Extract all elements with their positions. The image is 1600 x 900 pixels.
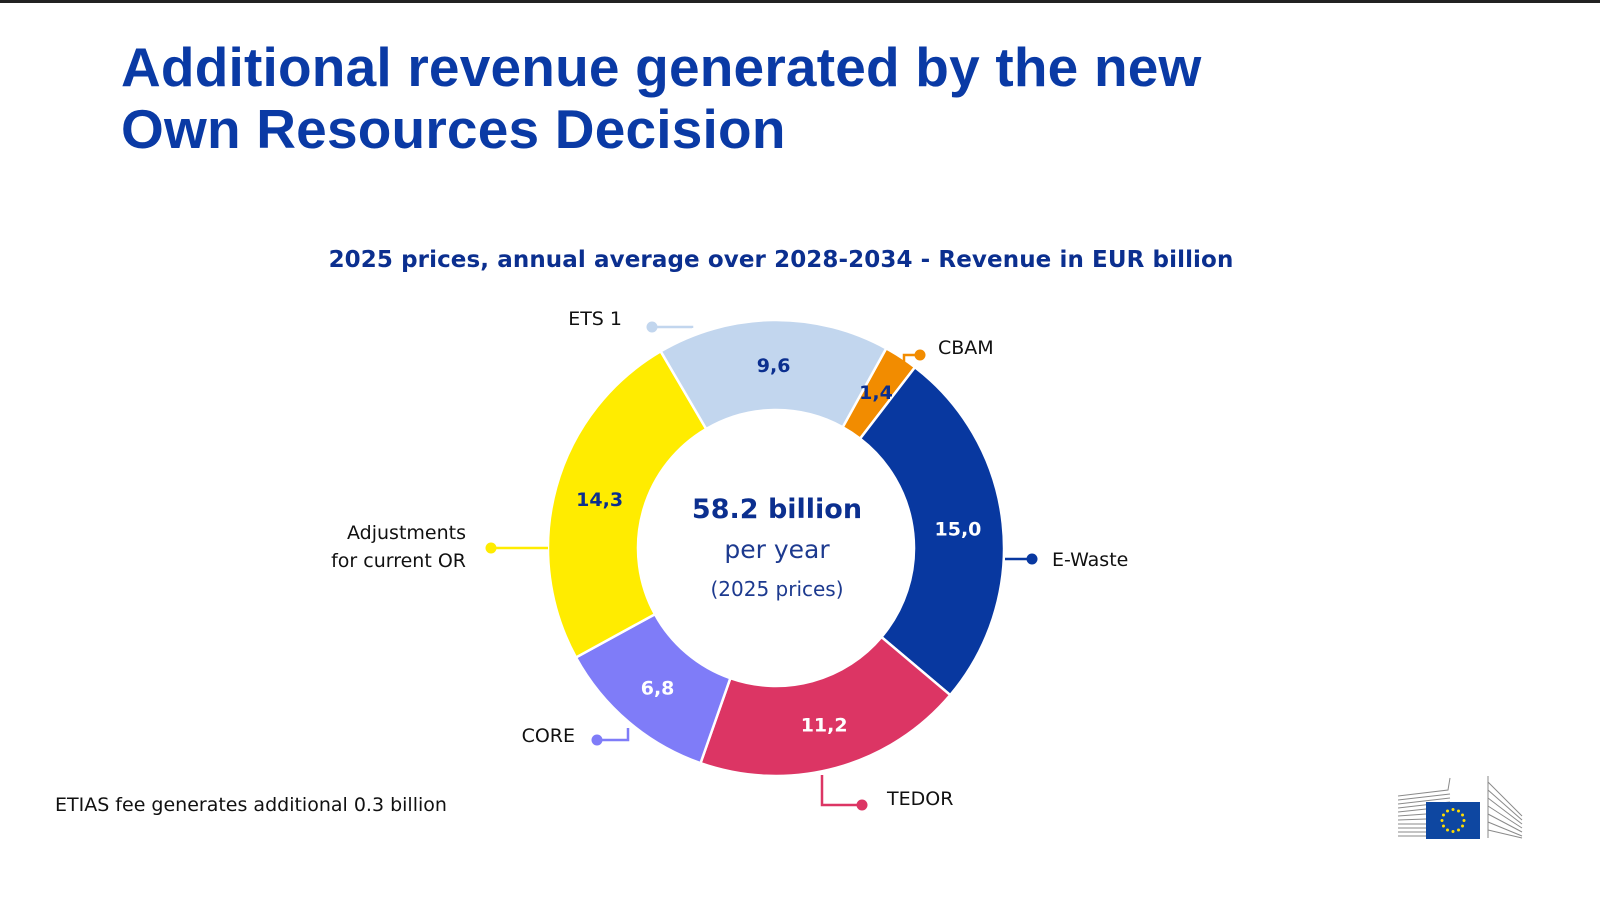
center-total: 58.2 billion xyxy=(692,494,862,525)
eu-star xyxy=(1457,809,1460,813)
leader-line-ets-1 xyxy=(652,325,694,329)
slice-ets-1 xyxy=(658,318,888,431)
eu-star xyxy=(1462,819,1466,822)
leader-dot-cbam xyxy=(914,349,926,361)
slice-e-waste xyxy=(858,365,1006,697)
eu-star xyxy=(1451,808,1455,811)
eu-star xyxy=(1446,828,1449,832)
slice-value-labels: 1,4 15,0 11,2 6,8 14,3 9,6 xyxy=(576,355,981,737)
eu-stars xyxy=(1440,808,1466,833)
leader-dot-ets-1 xyxy=(646,321,658,333)
slice-name-label-e-waste: E-Waste xyxy=(1052,549,1128,571)
center-per-year: per year xyxy=(724,535,830,564)
top-border xyxy=(0,0,1600,3)
leader-dot-adjustments-for-current-or xyxy=(485,542,497,554)
leader-line-core xyxy=(597,728,630,742)
value-label-adjustments-for-current-or: 14,3 xyxy=(576,489,623,511)
eu-star xyxy=(1451,830,1455,833)
slice-name-label-cbam: CBAM xyxy=(938,337,994,359)
slice-name-label-core: CORE xyxy=(522,725,575,747)
slide-title-line-2: Own Resources Decision xyxy=(121,98,786,160)
chart-subtitle: 2025 prices, annual average over 2028-20… xyxy=(328,247,1234,273)
slice-name-label-tedor: TEDOR xyxy=(886,788,953,810)
logo-building-right xyxy=(1487,776,1523,839)
leader-dot-tedor xyxy=(856,799,868,811)
slide-title: Additional revenue generated by the new … xyxy=(121,36,1202,160)
eu-star xyxy=(1440,819,1444,822)
eu-star xyxy=(1441,824,1445,828)
value-label-e-waste: 15,0 xyxy=(935,518,982,540)
slice-name-label-adjustments-for-current-or-line-2: for current OR xyxy=(331,550,466,572)
value-label-core: 6,8 xyxy=(641,678,675,700)
center-price-basis: (2025 prices) xyxy=(710,577,843,601)
eu-star xyxy=(1457,828,1460,832)
eu-flag xyxy=(1426,802,1480,839)
etias-footnote: ETIAS fee generates additional 0.3 billi… xyxy=(55,794,447,816)
leader-dot-core xyxy=(591,734,603,746)
value-label-ets-1: 9,6 xyxy=(757,355,791,377)
eu-star xyxy=(1441,813,1445,817)
slice-name-label-ets-1: ETS 1 xyxy=(568,308,622,330)
eu-star xyxy=(1461,824,1465,828)
european-commission-logo-icon xyxy=(1398,776,1523,839)
eu-star xyxy=(1446,809,1449,813)
value-label-tedor: 11,2 xyxy=(801,715,848,737)
donut-slices xyxy=(546,318,1006,778)
eu-star xyxy=(1461,813,1465,817)
leader-dot-e-waste xyxy=(1026,553,1038,565)
leader-lines xyxy=(485,321,1038,811)
leader-line-tedor xyxy=(820,775,862,807)
value-label-cbam: 1,4 xyxy=(859,382,893,404)
logo-building-left xyxy=(1398,777,1451,837)
slice-name-labels: CBAM E-Waste TEDOR CORE Adjustments for curre… xyxy=(331,308,1128,810)
slide-title-line-1: Additional revenue generated by the new xyxy=(121,36,1202,98)
slice-adjustments-for-current-or xyxy=(546,349,708,660)
slice-name-label-adjustments-for-current-or-line-1: Adjustments xyxy=(347,522,466,544)
center-label: 58.2 billion per year (2025 prices) xyxy=(692,494,862,601)
